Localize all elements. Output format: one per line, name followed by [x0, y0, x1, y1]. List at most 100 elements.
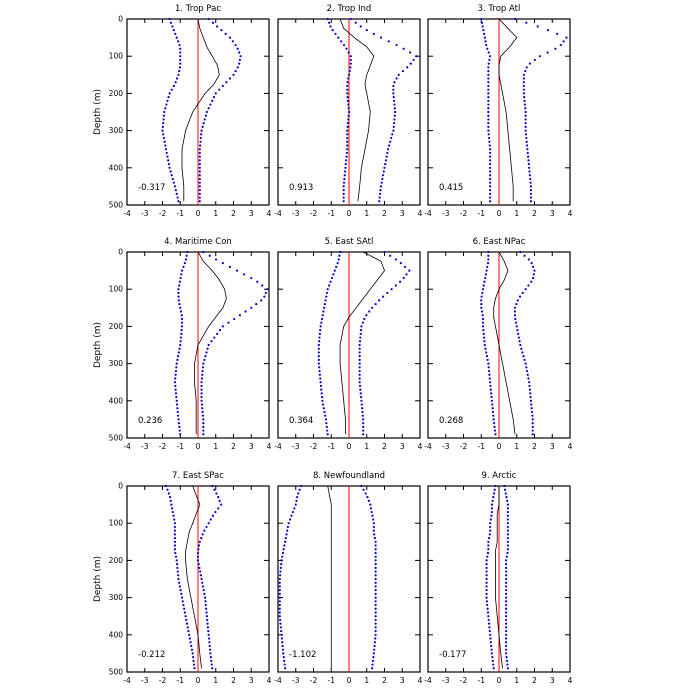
- upper-bound-point: [371, 659, 375, 662]
- lower-bound-point: [487, 536, 491, 540]
- lower-bound-point: [489, 388, 492, 391]
- lower-bound-point: [281, 551, 285, 555]
- lower-bound-point: [491, 659, 494, 662]
- lower-bound-point: [163, 110, 166, 114]
- upper-bound-point: [374, 551, 377, 555]
- lower-bound-point: [282, 548, 285, 551]
- upper-bound-point: [522, 88, 525, 91]
- lower-bound-point: [490, 510, 493, 514]
- lower-bound-point: [184, 258, 188, 261]
- upper-bound-point: [505, 637, 508, 640]
- upper-bound-point: [402, 276, 405, 280]
- lower-bound-point: [179, 51, 182, 54]
- lower-bound-point: [490, 644, 493, 648]
- upper-bound-point: [369, 507, 373, 510]
- upper-bound-point: [506, 522, 509, 525]
- upper-bound-point: [520, 347, 523, 350]
- upper-bound-point: [207, 343, 210, 347]
- upper-bound-point: [524, 69, 527, 73]
- lower-bound-point: [297, 492, 300, 495]
- upper-bound-point: [373, 644, 376, 648]
- lower-bound-point: [483, 343, 486, 347]
- lower-bound-point: [487, 540, 490, 543]
- x-tick-label: -1: [328, 442, 336, 451]
- upper-bound-point: [374, 611, 377, 614]
- upper-bound-point: [231, 40, 234, 43]
- upper-bound-point: [523, 358, 526, 361]
- lower-bound-point: [347, 118, 350, 121]
- lower-bound-point: [484, 273, 487, 276]
- x-tick-label: -1: [177, 209, 185, 218]
- lower-bound-point: [345, 159, 348, 162]
- x-tick-label: 3: [400, 209, 405, 218]
- panel-title: 5. East SAtl: [325, 237, 374, 247]
- x-tick-label: 4: [267, 209, 272, 218]
- lower-bound-point: [326, 429, 329, 432]
- upper-bound-point: [505, 611, 508, 614]
- upper-bound-point: [373, 533, 376, 536]
- upper-bound-point: [378, 196, 381, 199]
- upper-bound-point: [525, 21, 528, 24]
- upper-bound-point: [218, 329, 222, 332]
- lower-bound-point: [490, 395, 493, 399]
- upper-bound-point: [513, 306, 517, 309]
- upper-bound-point: [524, 288, 527, 291]
- upper-bound-point: [227, 321, 230, 324]
- upper-bound-point: [238, 314, 241, 317]
- lower-bound-point: [485, 563, 488, 566]
- x-tick-label: 2: [382, 209, 387, 218]
- lower-bound-point: [319, 325, 322, 328]
- lower-bound-point: [494, 433, 497, 436]
- x-tick-label: -2: [310, 676, 318, 685]
- upper-bound-point: [384, 162, 387, 166]
- upper-bound-point: [362, 418, 365, 421]
- x-tick-label: 1: [514, 676, 519, 685]
- lower-bound-point: [487, 118, 490, 121]
- lower-bound-point: [182, 603, 185, 607]
- lower-bound-point: [279, 574, 282, 577]
- lower-bound-point: [173, 525, 177, 529]
- upper-bound-point: [531, 433, 534, 436]
- lower-bound-point: [178, 429, 181, 432]
- upper-bound-point: [526, 151, 529, 155]
- lower-bound-point: [347, 51, 350, 54]
- upper-bound-point: [208, 644, 211, 648]
- lower-bound-point: [338, 254, 341, 257]
- upper-bound-point: [524, 133, 528, 136]
- upper-bound-point: [530, 262, 533, 265]
- lower-bound-point: [167, 492, 170, 495]
- x-tick-label: -3: [292, 209, 300, 218]
- lower-bound-point: [482, 32, 486, 35]
- upper-bound-point: [505, 574, 508, 577]
- lower-bound-point: [164, 144, 167, 147]
- upper-bound-point: [221, 262, 224, 265]
- lower-bound-point: [183, 611, 186, 614]
- upper-bound-point: [198, 170, 201, 173]
- lower-bound-point: [173, 540, 177, 543]
- upper-bound-point: [266, 288, 269, 291]
- lower-bound-point: [489, 633, 492, 636]
- upper-bound-point: [506, 514, 509, 517]
- lower-bound-point: [490, 392, 493, 395]
- lower-bound-point: [183, 262, 186, 265]
- lower-bound-point: [481, 317, 485, 321]
- x-tick-label: 0: [497, 442, 502, 451]
- upper-bound-point: [522, 84, 525, 88]
- lower-bound-point: [489, 192, 492, 195]
- lower-bound-point: [482, 336, 486, 339]
- upper-bound-point: [361, 414, 364, 417]
- y-tick-label: 200: [109, 556, 124, 565]
- mean-profile-line: [327, 485, 332, 669]
- lower-bound-point: [169, 21, 173, 24]
- lower-bound-point: [190, 648, 194, 651]
- mean-profile-line: [339, 18, 375, 202]
- upper-bound-point: [198, 200, 201, 203]
- upper-bound-point: [374, 615, 377, 618]
- upper-bound-point: [358, 351, 361, 354]
- upper-bound-point: [361, 321, 364, 324]
- lower-bound-point: [179, 589, 182, 592]
- lower-bound-point: [328, 21, 331, 24]
- upper-bound-point: [201, 407, 204, 410]
- lower-bound-point: [487, 69, 490, 73]
- lower-bound-point: [481, 291, 484, 295]
